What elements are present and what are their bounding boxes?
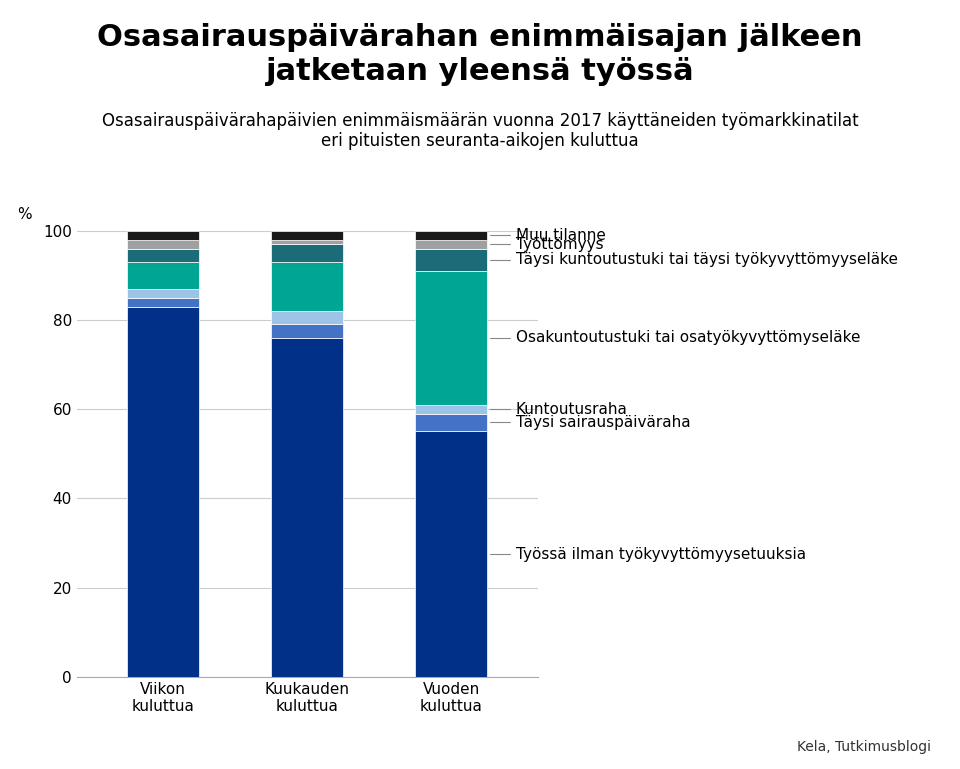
Bar <box>271 240 343 244</box>
Bar <box>415 231 487 240</box>
Bar <box>127 248 200 262</box>
Text: Osakuntoutustuki tai osatyökyvyttömyseläke: Osakuntoutustuki tai osatyökyvyttömyselä… <box>490 330 860 345</box>
Text: Osasairauspäivärahan enimmäisajan jälkeen
jatketaan yleensä työssä: Osasairauspäivärahan enimmäisajan jälkee… <box>97 23 863 85</box>
Bar <box>127 240 200 248</box>
Text: Muu tilanne: Muu tilanne <box>490 228 606 243</box>
Text: Osasairauspäivärahapäivien enimmäismäärän vuonna 2017 käyttäneiden työmarkkinati: Osasairauspäivärahapäivien enimmäismäärä… <box>102 112 858 150</box>
Text: Kela, Tutkimusblogi: Kela, Tutkimusblogi <box>797 740 931 754</box>
Bar <box>271 262 343 311</box>
Bar <box>415 431 487 677</box>
Text: %: % <box>17 207 32 221</box>
Bar <box>127 298 200 307</box>
Text: Työssä ilman työkyvyttömyysetuuksia: Työssä ilman työkyvyttömyysetuuksia <box>490 547 806 561</box>
Bar <box>127 262 200 288</box>
Bar <box>415 240 487 248</box>
Bar <box>415 414 487 431</box>
Bar <box>271 244 343 262</box>
Bar <box>271 311 343 325</box>
Bar <box>415 404 487 414</box>
Text: Kuntoutusraha: Kuntoutusraha <box>490 401 628 417</box>
Bar <box>415 248 487 271</box>
Text: Työttömyys: Työttömyys <box>490 237 604 251</box>
Bar <box>271 338 343 677</box>
Bar <box>271 325 343 338</box>
Text: Täysi kuntoutustuki tai täysi työkyvyttömyyseläke: Täysi kuntoutustuki tai täysi työkyvyttö… <box>490 252 898 267</box>
Bar <box>127 307 200 677</box>
Bar <box>127 288 200 298</box>
Bar <box>271 231 343 240</box>
Bar <box>127 231 200 240</box>
Bar <box>415 271 487 404</box>
Text: Täysi sairauspäiväraha: Täysi sairauspäiväraha <box>490 415 690 430</box>
